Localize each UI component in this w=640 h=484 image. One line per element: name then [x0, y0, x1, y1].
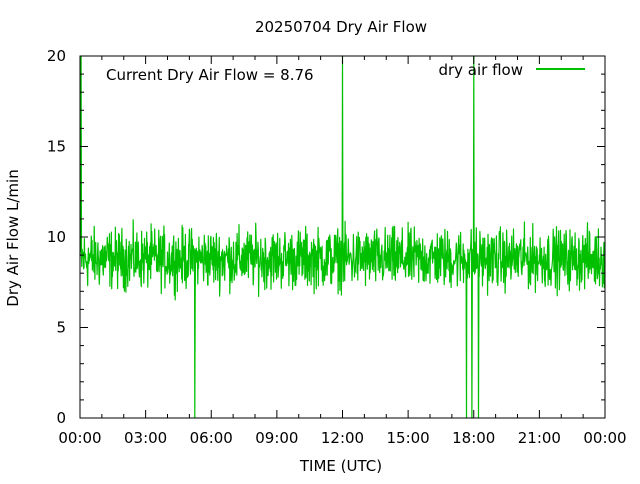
legend: dry air flow	[438, 61, 585, 79]
current-value-annotation: Current Dry Air Flow = 8.76	[106, 66, 314, 84]
y-axis-ticks: 0 5 10 15 20	[47, 47, 605, 427]
x-tick-label: 06:00	[190, 429, 233, 447]
legend-label: dry air flow	[438, 61, 523, 79]
x-tick-label: 18:00	[452, 429, 495, 447]
x-tick-label: 00:00	[58, 429, 101, 447]
y-tick-label: 15	[47, 138, 66, 156]
series-line-dry-air-flow	[79, 55, 606, 419]
y-tick-label: 10	[47, 228, 66, 246]
x-tick-label: 03:00	[124, 429, 167, 447]
x-tick-label: 21:00	[518, 429, 561, 447]
y-tick-label: 20	[47, 47, 66, 65]
x-axis-label: TIME (UTC)	[299, 457, 382, 475]
y-tick-label: 5	[56, 319, 66, 337]
y-axis-label: Dry Air Flow L/min	[4, 169, 22, 306]
chart-title: 20250704 Dry Air Flow	[255, 18, 427, 36]
x-tick-label: 09:00	[255, 429, 298, 447]
x-tick-label: 15:00	[387, 429, 430, 447]
x-axis-ticks: 00:00 03:00 06:00 09:00 12:00 15:00 18:00 21:00…	[58, 56, 627, 447]
plot-area	[79, 55, 606, 419]
y-tick-label: 0	[56, 409, 66, 427]
x-tick-label: 00:00	[583, 429, 626, 447]
x-tick-label: 12:00	[321, 429, 364, 447]
